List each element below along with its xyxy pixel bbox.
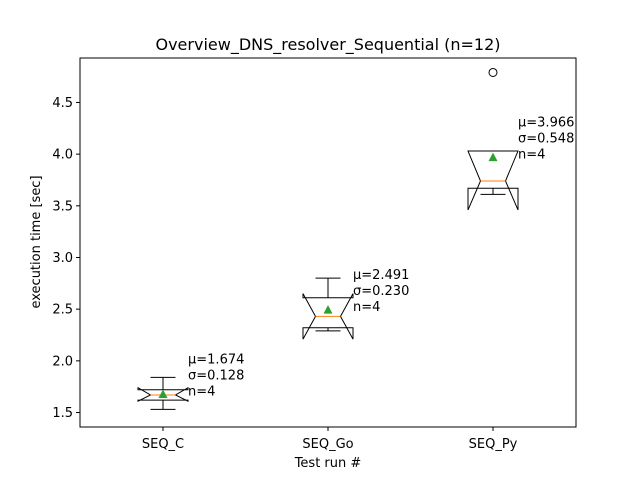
y-tick-label: 2.0	[52, 354, 73, 369]
mean-marker	[158, 389, 168, 399]
mean-marker	[323, 305, 333, 314]
y-tick-label: 3.0	[52, 251, 73, 266]
y-axis-label: execution time [sec]	[29, 175, 44, 308]
flier-point	[488, 67, 498, 77]
stats-annotation: σ=0.548	[518, 132, 574, 147]
mean-marker	[488, 152, 498, 162]
notched-box	[302, 293, 354, 340]
x-tick-label: SEQ_Py	[469, 437, 518, 452]
stats-annotation: μ=1.674	[188, 353, 244, 368]
x-axis-label: Test run #	[294, 456, 362, 471]
x-tick-label: SEQ_Go	[302, 437, 353, 452]
notched-box	[137, 386, 189, 402]
y-tick-label: 2.5	[52, 303, 73, 318]
stats-annotation: σ=0.128	[188, 369, 244, 384]
stats-annotation: μ=3.966	[518, 116, 574, 131]
stats-annotation: n=4	[353, 300, 380, 315]
stats-annotation: σ=0.230	[353, 284, 409, 299]
chart-title: Overview_DNS_resolver_Sequential (n=12)	[155, 35, 500, 55]
y-tick-label: 4.0	[52, 148, 73, 163]
x-tick-label: SEQ_C	[142, 437, 184, 452]
y-tick-label: 1.5	[52, 406, 73, 421]
plot-area: 1.5 2.0 2.5 3.0 3.5 4.0 4.5 SEQ_C SEQ_Go SEQ_Py μ=…	[52, 67, 574, 452]
notched-box	[467, 150, 519, 211]
y-tick-label: 3.5	[52, 199, 73, 214]
stats-annotation: n=4	[518, 148, 545, 163]
stats-annotation: n=4	[188, 385, 215, 400]
stats-annotation: μ=2.491	[353, 268, 409, 283]
y-tick-label: 4.5	[52, 96, 73, 111]
plot-frame	[79, 57, 577, 428]
